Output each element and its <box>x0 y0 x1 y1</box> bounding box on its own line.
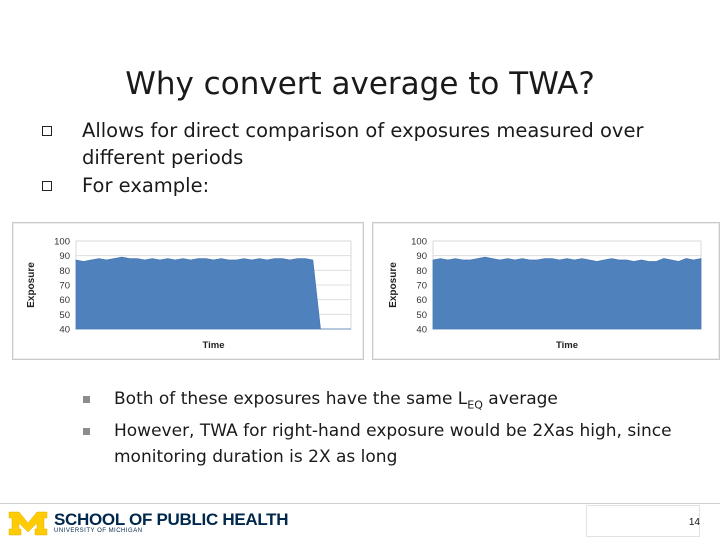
y-tick-label: 100 <box>411 237 427 248</box>
square-bullet-icon <box>83 428 90 436</box>
chart-svg: 100 90 80 70 60 50 40 Time Exposure <box>388 237 702 351</box>
logo-text: SCHOOL OF PUBLIC HEALTH <box>54 510 289 529</box>
x-axis-label: Time <box>556 340 578 351</box>
bullet-text: Allows for direct comparison of exposure… <box>82 119 644 169</box>
block-m-logo-icon <box>8 511 48 536</box>
chart-svg: 100 90 80 70 60 50 40 Time Exposure <box>26 237 352 351</box>
hollow-square-bullet-icon <box>42 126 52 136</box>
exposure-area-series <box>432 256 702 330</box>
exposure-area-series <box>75 256 351 330</box>
y-axis-label: Exposure <box>26 262 37 308</box>
sub-bullet-text-suffix: average <box>482 389 558 409</box>
bullet-text: For example: <box>82 174 210 197</box>
hollow-square-bullet-icon <box>42 181 52 191</box>
sub-bullet-item: However, TWA for right-hand exposure wou… <box>80 418 680 470</box>
footer-divider <box>0 503 720 504</box>
bullet-item: For example: <box>38 172 678 199</box>
y-tick-label: 40 <box>59 325 70 336</box>
page-number-box <box>586 505 700 537</box>
y-tick-label: 70 <box>59 281 70 292</box>
sub-bullet-list: Both of these exposures have the same LE… <box>80 386 680 470</box>
bullet-list: Allows for direct comparison of exposure… <box>38 117 678 200</box>
slide-title: Why convert average to TWA? <box>125 66 595 102</box>
leq-subscript: EQ <box>467 398 483 412</box>
sub-bullet-item: Both of these exposures have the same LE… <box>80 386 680 418</box>
sub-bullet-text: However, TWA for right-hand exposure wou… <box>114 421 672 468</box>
sub-bullet-text-prefix: Both of these exposures have the same L <box>114 389 468 409</box>
y-tick-label: 50 <box>59 310 70 321</box>
y-tick-label: 90 <box>416 251 427 262</box>
y-tick-label: 60 <box>59 295 70 306</box>
y-tick-label: 50 <box>416 310 427 321</box>
exposure-chart-right: 100 90 80 70 60 50 40 Time Exposure <box>372 222 720 360</box>
y-tick-label: 70 <box>416 281 427 292</box>
y-tick-label: 40 <box>416 325 427 336</box>
y-tick-label: 80 <box>416 266 427 277</box>
square-bullet-icon <box>83 396 90 403</box>
bullet-item: Allows for direct comparison of exposure… <box>38 117 678 171</box>
y-tick-label: 90 <box>59 251 70 262</box>
y-axis-label: Exposure <box>388 262 399 308</box>
logo-subtext: UNIVERSITY OF MICHIGAN <box>54 528 143 534</box>
y-tick-label: 80 <box>59 266 70 277</box>
page-number: 14 <box>688 517 700 528</box>
y-tick-label: 60 <box>416 295 427 306</box>
y-tick-label: 100 <box>54 237 70 248</box>
exposure-chart-left: 100 90 80 70 60 50 40 Time Exposure <box>12 222 364 360</box>
x-axis-label: Time <box>202 340 224 351</box>
